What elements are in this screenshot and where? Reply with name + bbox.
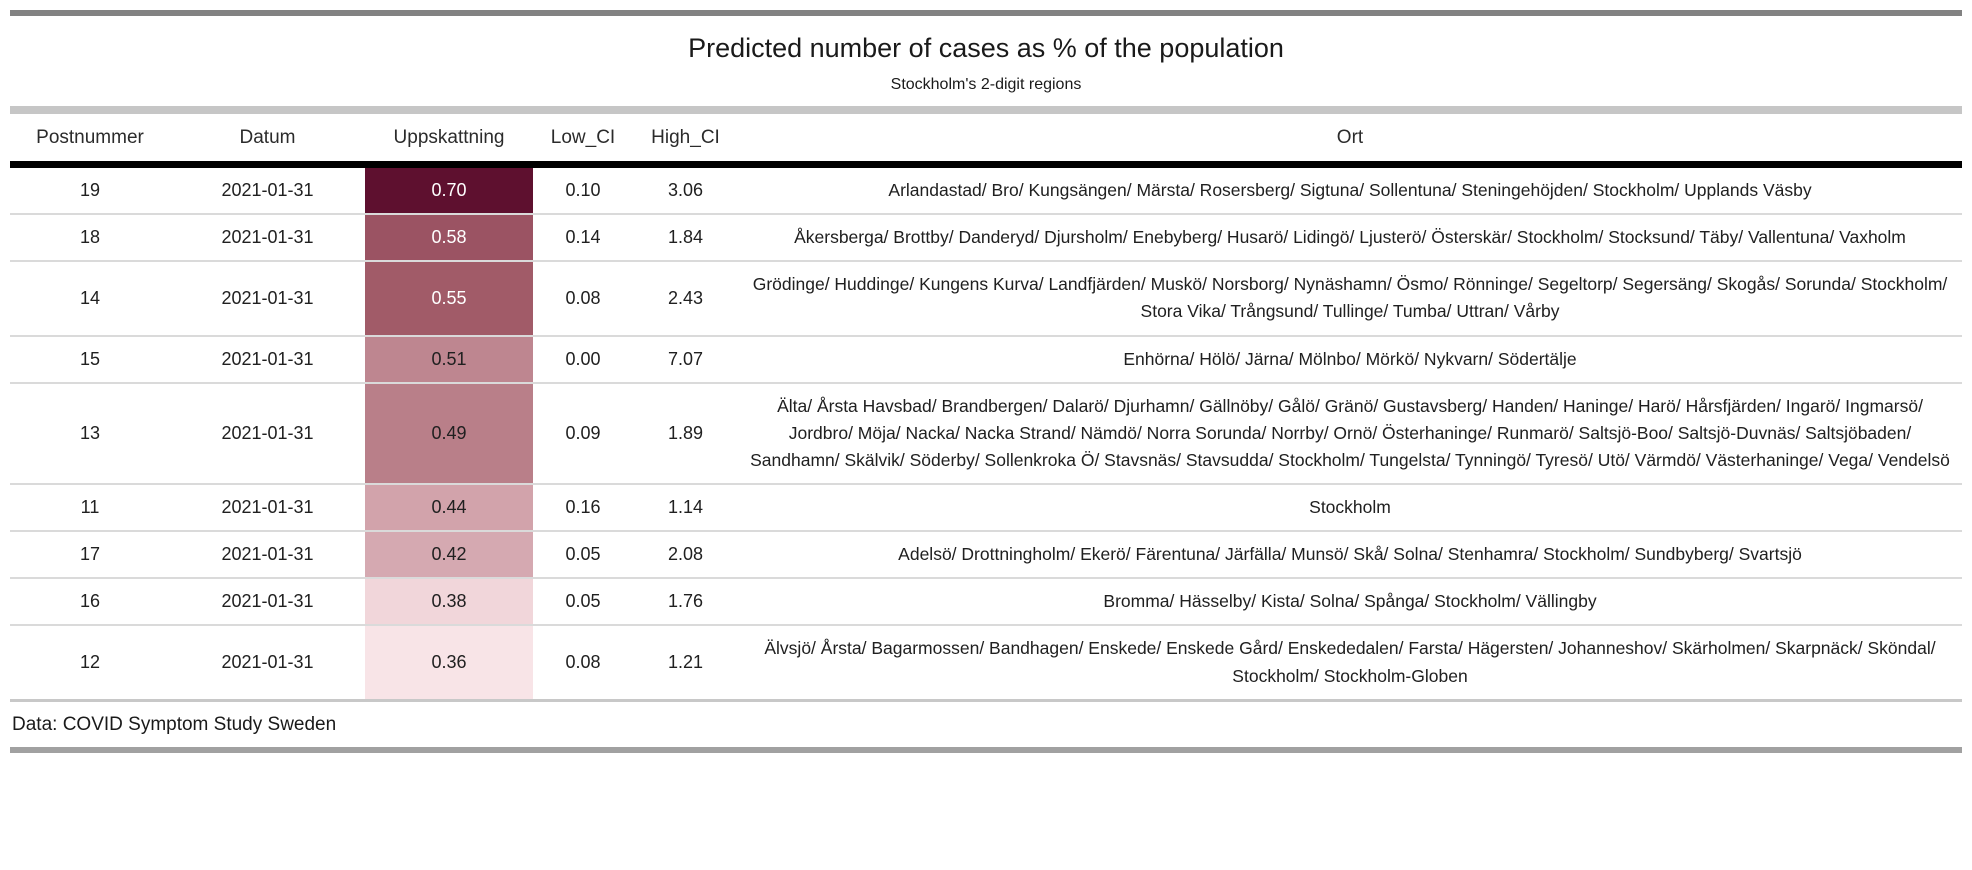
cell-postnummer: 19 [10,164,170,216]
cell-ort: Adelsö/ Drottningholm/ Ekerö/ Färentuna/… [738,531,1962,580]
uppskattning-heat-cell: 0.44 [365,484,533,533]
column-header-uppskattning: Uppskattning [365,114,533,168]
uppskattning-heat-cell: 0.38 [365,578,533,627]
cell-ort: Bromma/ Hässelby/ Kista/ Solna/ Spånga/ … [738,578,1962,627]
cell-low-ci: 0.09 [533,382,633,486]
cell-datum: 2021-01-31 [170,214,365,263]
footer-divider [10,698,1962,702]
uppskattning-heat-cell: 0.51 [365,335,533,384]
cell-low-ci: 0.05 [533,578,633,627]
page-subtitle: Stockholm's 2-digit regions [890,76,1082,93]
cell-low-ci: 0.10 [533,164,633,216]
cell-high-ci: 7.07 [633,335,738,384]
cell-ort: Enhörna/ Hölö/ Järna/ Mölnbo/ Mörkö/ Nyk… [738,335,1962,384]
table-row: 14 2021-01-31 0.55 0.08 2.43 Grödinge/ Huddin… [10,261,1962,337]
cell-high-ci: 1.21 [633,625,738,699]
table-row: 12 2021-01-31 0.36 0.08 1.21 Älvsjö/ Årsta/ B… [10,625,1962,699]
cell-ort: Arlandastad/ Bro/ Kungsängen/ Märsta/ Ro… [738,164,1962,216]
table-row: 15 2021-01-31 0.51 0.00 7.07 Enhörna/ Hölö/ J… [10,335,1962,384]
uppskattning-heat-cell: 0.58 [365,214,533,263]
column-header-low-ci: Low_CI [533,114,633,168]
cell-postnummer: 18 [10,214,170,263]
cell-ort: Älta/ Årsta Havsbad/ Brandbergen/ Dalarö… [738,382,1962,486]
cell-ort: Åkersberga/ Brottby/ Danderyd/ Djursholm… [738,214,1962,263]
table-row: 19 2021-01-31 0.70 0.10 3.06 Arlandastad/ Bro… [10,164,1962,216]
cell-ort: Stockholm [738,484,1962,533]
cell-high-ci: 3.06 [633,164,738,216]
page-title: Predicted number of cases as % of the po… [688,33,1284,63]
uppskattning-heat-cell: 0.36 [365,625,533,699]
cell-postnummer: 14 [10,261,170,337]
uppskattning-heat-cell: 0.55 [365,261,533,337]
cell-datum: 2021-01-31 [170,382,365,486]
cell-postnummer: 16 [10,578,170,627]
cell-low-ci: 0.05 [533,531,633,580]
uppskattning-heat-cell: 0.70 [365,164,533,216]
cell-postnummer: 13 [10,382,170,486]
uppskattning-heat-cell: 0.49 [365,382,533,486]
table-body: 19 2021-01-31 0.70 0.10 3.06 Arlandastad/ Bro… [10,164,1962,699]
cell-datum: 2021-01-31 [170,531,365,580]
cell-high-ci: 2.08 [633,531,738,580]
cell-datum: 2021-01-31 [170,261,365,337]
cell-low-ci: 0.14 [533,214,633,263]
table-row: 11 2021-01-31 0.44 0.16 1.14 Stockholm [10,484,1962,533]
column-header-high-ci: High_CI [633,114,738,168]
cell-ort: Grödinge/ Huddinge/ Kungens Kurva/ Landf… [738,261,1962,337]
cell-high-ci: 1.76 [633,578,738,627]
table-header: Postnummer Datum Uppskattning Low_CI Hig… [10,114,1962,168]
title-divider [10,106,1962,114]
top-divider [10,10,1962,16]
data-source-note: Data: COVID Symptom Study Sweden [12,713,337,735]
bottom-divider [10,746,1962,753]
cell-postnummer: 15 [10,335,170,384]
table-header-row: Postnummer Datum Uppskattning Low_CI Hig… [10,114,1962,168]
cell-high-ci: 1.84 [633,214,738,263]
table-row: 13 2021-01-31 0.49 0.09 1.89 Älta/ Årsta Havs… [10,382,1962,486]
cell-postnummer: 11 [10,484,170,533]
cell-high-ci: 1.89 [633,382,738,486]
cell-high-ci: 2.43 [633,261,738,337]
table-row: 16 2021-01-31 0.38 0.05 1.76 Bromma/ Hässelby… [10,578,1962,627]
cell-low-ci: 0.08 [533,625,633,699]
cell-datum: 2021-01-31 [170,335,365,384]
column-header-ort: Ort [738,114,1962,168]
cell-postnummer: 12 [10,625,170,699]
cell-low-ci: 0.08 [533,261,633,337]
column-header-postnummer: Postnummer [10,114,170,168]
cell-postnummer: 17 [10,531,170,580]
cell-low-ci: 0.00 [533,335,633,384]
cell-ort: Älvsjö/ Årsta/ Bagarmossen/ Bandhagen/ E… [738,625,1962,699]
cell-high-ci: 1.14 [633,484,738,533]
table-row: 17 2021-01-31 0.42 0.05 2.08 Adelsö/ Drottnin… [10,531,1962,580]
cell-datum: 2021-01-31 [170,625,365,699]
uppskattning-heat-cell: 0.42 [365,531,533,580]
predictions-table: Postnummer Datum Uppskattning Low_CI Hig… [10,114,1962,699]
cell-low-ci: 0.16 [533,484,633,533]
cell-datum: 2021-01-31 [170,484,365,533]
cell-datum: 2021-01-31 [170,164,365,216]
column-header-datum: Datum [170,114,365,168]
table-row: 18 2021-01-31 0.58 0.14 1.84 Åkersberga/ Brot… [10,214,1962,263]
cell-datum: 2021-01-31 [170,578,365,627]
